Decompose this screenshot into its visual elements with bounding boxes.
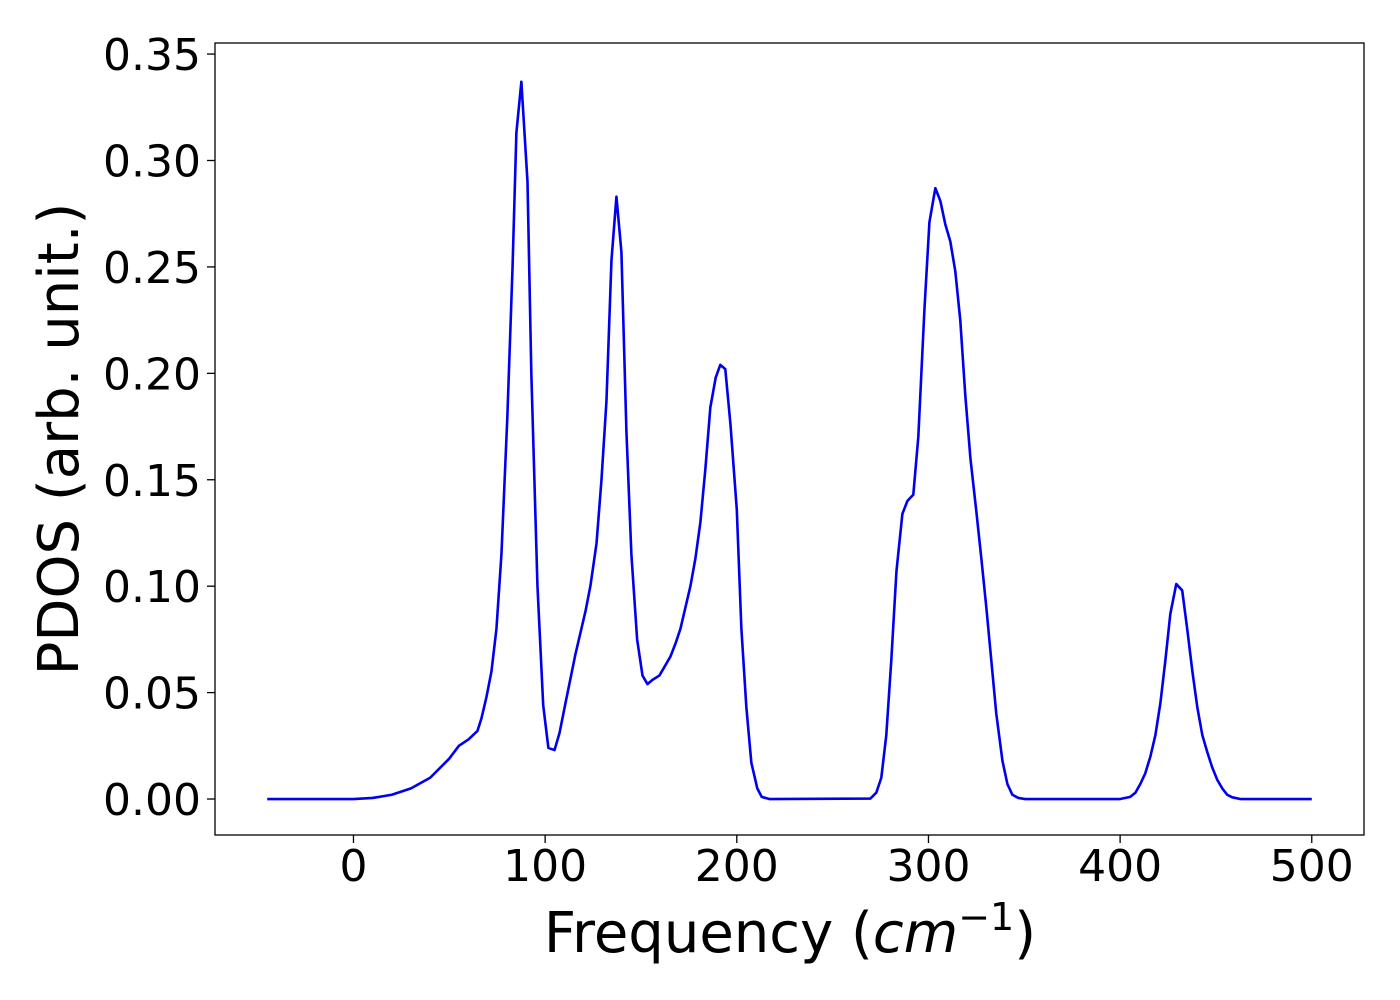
- x-tick-label: 200: [695, 841, 779, 892]
- y-tick-label: 0.25: [103, 243, 201, 294]
- y-tick-label: 0.15: [103, 456, 201, 507]
- pdos-line: [267, 80, 1312, 801]
- x-tick-label: 100: [503, 841, 587, 892]
- x-tick-label: 400: [1078, 841, 1162, 892]
- x-tick-label: 500: [1270, 841, 1354, 892]
- x-tick-label: 300: [886, 841, 970, 892]
- y-tick-label: 0.10: [103, 562, 201, 613]
- y-tick-label: 0.20: [103, 349, 201, 400]
- y-tick-label: 0.30: [103, 136, 201, 187]
- x-tick-label: 0: [339, 841, 367, 892]
- y-tick-label: 0.35: [103, 30, 201, 81]
- y-tick-label: 0.05: [103, 669, 201, 720]
- y-axis-label: PDOS (arb. unit.): [27, 203, 92, 676]
- y-tick-label: 0.00: [103, 775, 201, 826]
- x-axis-label: Frequency (cm−1): [544, 895, 1036, 966]
- plot-frame: [214, 42, 1365, 836]
